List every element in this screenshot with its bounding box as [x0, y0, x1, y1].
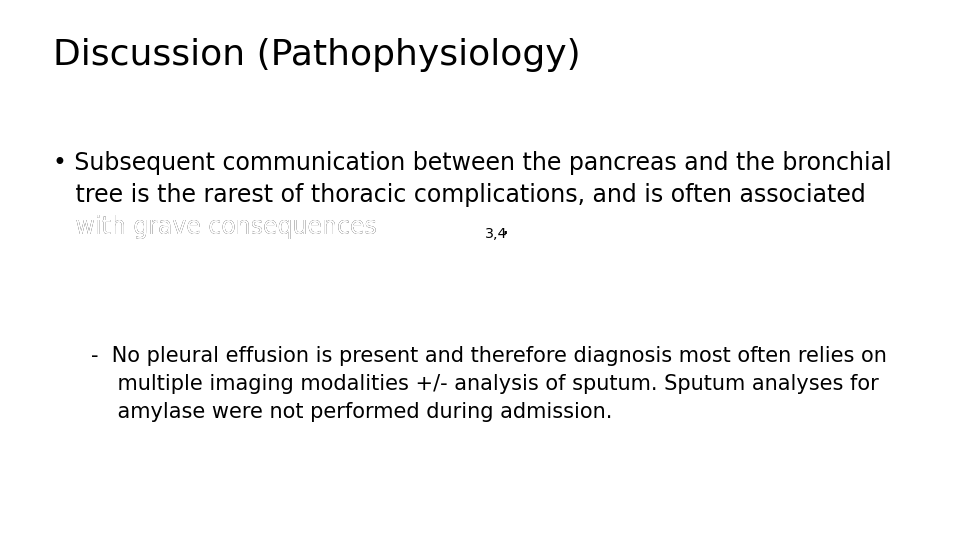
Text: tree is the rarest of thoracic complications, and is often associated: tree is the rarest of thoracic complicat…: [53, 183, 866, 207]
Text: .: .: [502, 215, 509, 239]
Text: with grave consequences: with grave consequences: [53, 215, 376, 239]
Text: with grave consequences: with grave consequences: [53, 215, 376, 239]
Text: amylase were not performed during admission.: amylase were not performed during admiss…: [91, 402, 612, 422]
Text: 3,4: 3,4: [485, 226, 507, 240]
Text: multiple imaging modalities +/- analysis of sputum. Sputum analyses for: multiple imaging modalities +/- analysis…: [91, 374, 879, 394]
Text: Discussion (Pathophysiology): Discussion (Pathophysiology): [53, 38, 581, 72]
Text: -  No pleural effusion is present and therefore diagnosis most often relies on: - No pleural effusion is present and the…: [91, 346, 887, 366]
Text: • Subsequent communication between the pancreas and the bronchial: • Subsequent communication between the p…: [53, 151, 892, 175]
